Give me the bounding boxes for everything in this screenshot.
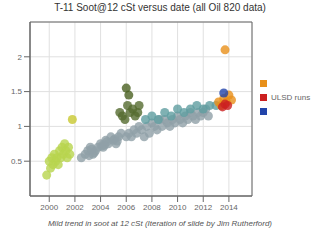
svg-text:2008: 2008: [143, 203, 161, 212]
svg-text:2010: 2010: [169, 203, 187, 212]
svg-text:2002: 2002: [66, 203, 84, 212]
svg-text:2006: 2006: [117, 203, 135, 212]
svg-text:2000: 2000: [40, 203, 58, 212]
html-text:T-11 Soot@12 cSt versus date (: T-11 Soot@12 cSt versus date (all Oil 82…: [54, 2, 266, 13]
html-text:Mild trend in soot at 12 cSt (: Mild trend in soot at 12 cSt (Iteration …: [47, 219, 272, 228]
svg-text:2: 2: [18, 53, 23, 62]
svg-text:1.5: 1.5: [11, 87, 23, 96]
svg-text:2012: 2012: [194, 203, 212, 212]
svg-text:2004: 2004: [92, 203, 110, 212]
svg-text:2014: 2014: [220, 203, 238, 212]
svg-text:0.5: 0.5: [11, 157, 23, 166]
svg-text:1: 1: [18, 122, 23, 131]
html-text:ULSD runs: ULSD runs: [271, 92, 311, 102]
